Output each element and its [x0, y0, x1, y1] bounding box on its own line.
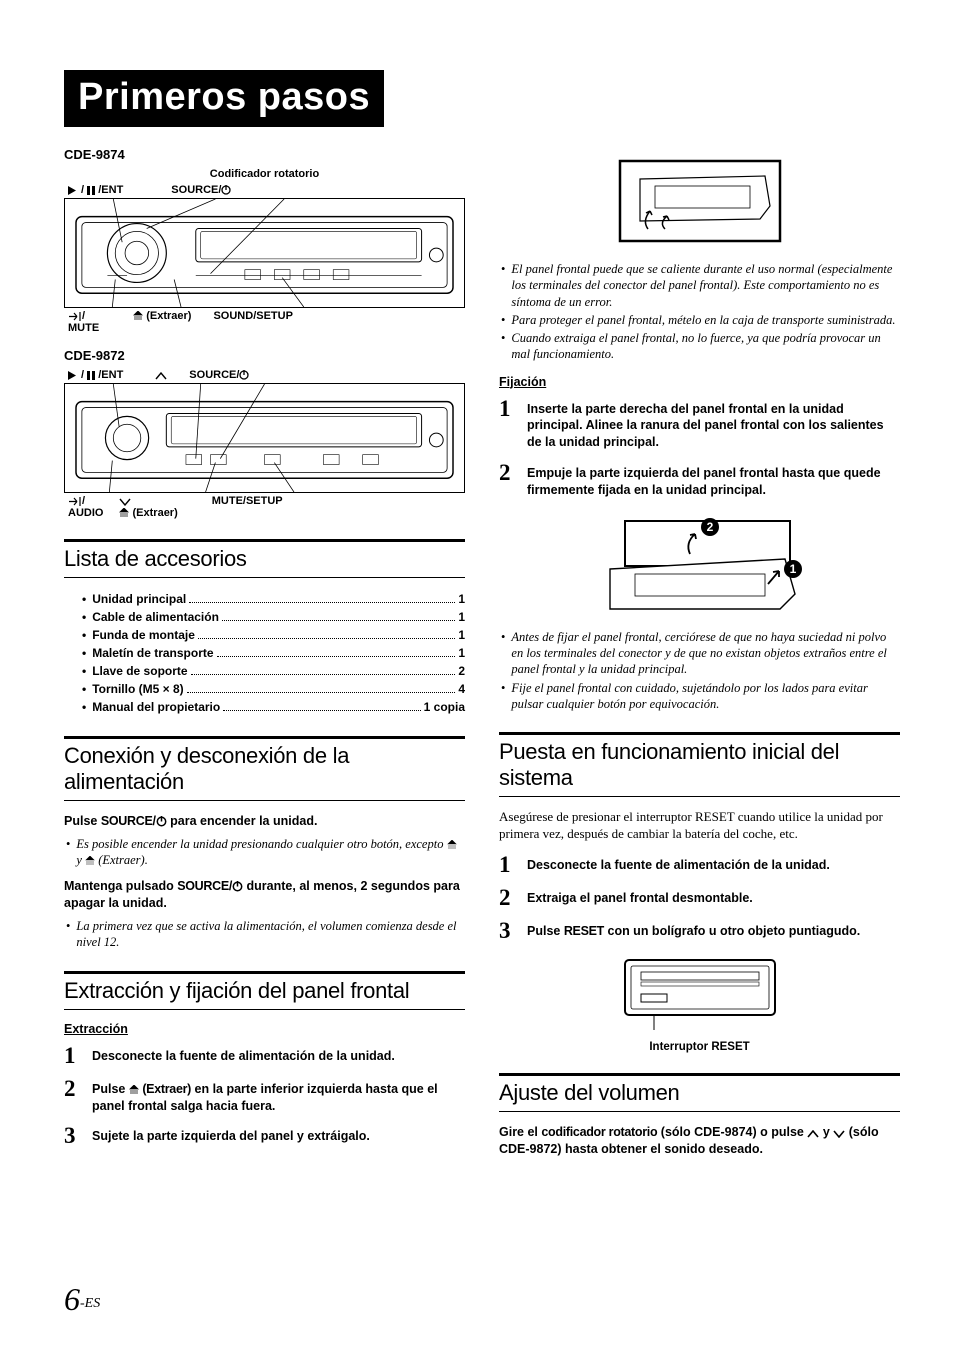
diag2-bot-1: /AUDIO	[68, 495, 103, 519]
panel-fixation-sub: Fijación	[499, 375, 900, 389]
section-accessories: Lista de accesorios	[64, 539, 465, 578]
section-panel: Extracción y fijación del panel frontal	[64, 971, 465, 1010]
extraction-steps: 1Desconecte la fuente de alimentación de…	[64, 1044, 465, 1148]
left-column: CDE-9874 Codificador rotatorio / /ENT SO…	[64, 141, 465, 1164]
note1-1: El panel frontal puede que se caliente d…	[501, 261, 900, 310]
power-hold: Mantenga pulsado SOURCE/ durante, al men…	[64, 878, 465, 912]
diagram-9874: Codificador rotatorio / /ENT SOURCE/	[64, 168, 465, 334]
power-note2: La primera vez que se activa la alimenta…	[66, 918, 465, 951]
model-label-9874: CDE-9874	[64, 147, 465, 162]
panel-notes-2: Antes de fijar el panel frontal, cerciór…	[499, 629, 900, 712]
init-step-3: Pulse RESET con un bolígrafo u otro obje…	[527, 919, 900, 940]
fij-step-1: Inserte la parte derecha del panel front…	[527, 397, 900, 452]
diagram-top-center-label: Codificador rotatorio	[64, 168, 465, 180]
panel-remove-illustration	[610, 151, 790, 251]
diag2-bot-3: MUTE/SETUP	[212, 495, 283, 519]
model-label-9872: CDE-9872	[64, 348, 465, 363]
section-power: Conexión y desconexión de la alimentació…	[64, 736, 465, 801]
init-step-2: Extraiga el panel frontal desmontable.	[527, 886, 900, 907]
note2-1: Antes de fijar el panel frontal, cerciór…	[501, 629, 900, 678]
power-note1: Es posible encender la unidad presionand…	[66, 836, 465, 869]
volume-body: Gire el codificador rotatorio (sólo CDE-…	[499, 1124, 900, 1158]
ext-step-3: Sujete la parte izquierda del panel y ex…	[92, 1124, 465, 1145]
ext-step-1: Desconecte la fuente de alimentación de …	[92, 1044, 465, 1065]
diag2-top-3: SOURCE/	[189, 369, 249, 381]
diagram-9874-svg	[64, 198, 465, 308]
diag1-top-right: SOURCE/	[171, 184, 231, 196]
note1-3: Cuando extraiga el panel frontal, no lo …	[501, 330, 900, 363]
diag2-bot-2: (Extraer)	[119, 495, 177, 519]
svg-text:1: 1	[789, 562, 796, 576]
accessory-item: Maletín de transporte1	[82, 644, 465, 662]
diag2-top-2	[155, 369, 167, 381]
accessory-item: Cable de alimentación1	[82, 608, 465, 626]
accessory-list: Unidad principal1Cable de alimentación1F…	[64, 590, 465, 716]
note2-2: Fije el panel frontal con cuidado, sujet…	[501, 680, 900, 713]
fij-step-2: Empuje la parte izquierda del panel fron…	[527, 461, 900, 499]
right-column: El panel frontal puede que se caliente d…	[499, 141, 900, 1164]
accessory-item: Unidad principal1	[82, 590, 465, 608]
diagram-9872: / /ENT SOURCE/	[64, 369, 465, 519]
ext-step-2: Pulse (Extraer) en la parte inferior izq…	[92, 1077, 465, 1115]
diag1-bot-3: SOUND/SETUP	[213, 310, 292, 334]
diag1-top-left: / /ENT	[68, 184, 123, 196]
diag1-bot-2: (Extraer)	[133, 310, 191, 334]
accessory-item: Llave de soporte2	[82, 662, 465, 680]
fixation-steps: 1Inserte la parte derecha del panel fron…	[499, 397, 900, 499]
accessory-item: Manual del propietario1 copia	[82, 698, 465, 716]
initial-steps: 1Desconecte la fuente de alimentación de…	[499, 853, 900, 942]
panel-notes-1: El panel frontal puede que se caliente d…	[499, 261, 900, 363]
diag2-top-1: / /ENT	[68, 369, 123, 381]
diagram-9872-svg	[64, 383, 465, 493]
panel-attach-illustration: 2 1	[595, 509, 805, 619]
note1-2: Para proteger el panel frontal, mételo e…	[501, 312, 900, 328]
title-banner: Primeros pasos	[64, 70, 384, 127]
reset-caption: Interruptor RESET	[615, 1041, 785, 1053]
initial-body: Asegúrese de presionar el interruptor RE…	[499, 809, 900, 843]
panel-extraction-sub: Extracción	[64, 1022, 465, 1036]
accessory-item: Tornillo (M5 × 8)4	[82, 680, 465, 698]
reset-illustration: Interruptor RESET	[615, 952, 785, 1053]
section-initial: Puesta en funcionamiento inicial del sis…	[499, 732, 900, 797]
init-step-1: Desconecte la fuente de alimentación de …	[527, 853, 900, 874]
power-press: Pulse SOURCE/ para encender la unidad.	[64, 813, 465, 830]
page-number: 6-ES	[64, 1281, 100, 1318]
diag1-bot-1: /MUTE	[68, 310, 99, 334]
accessory-item: Funda de montaje1	[82, 626, 465, 644]
section-volume: Ajuste del volumen	[499, 1073, 900, 1112]
svg-text:2: 2	[706, 520, 713, 534]
